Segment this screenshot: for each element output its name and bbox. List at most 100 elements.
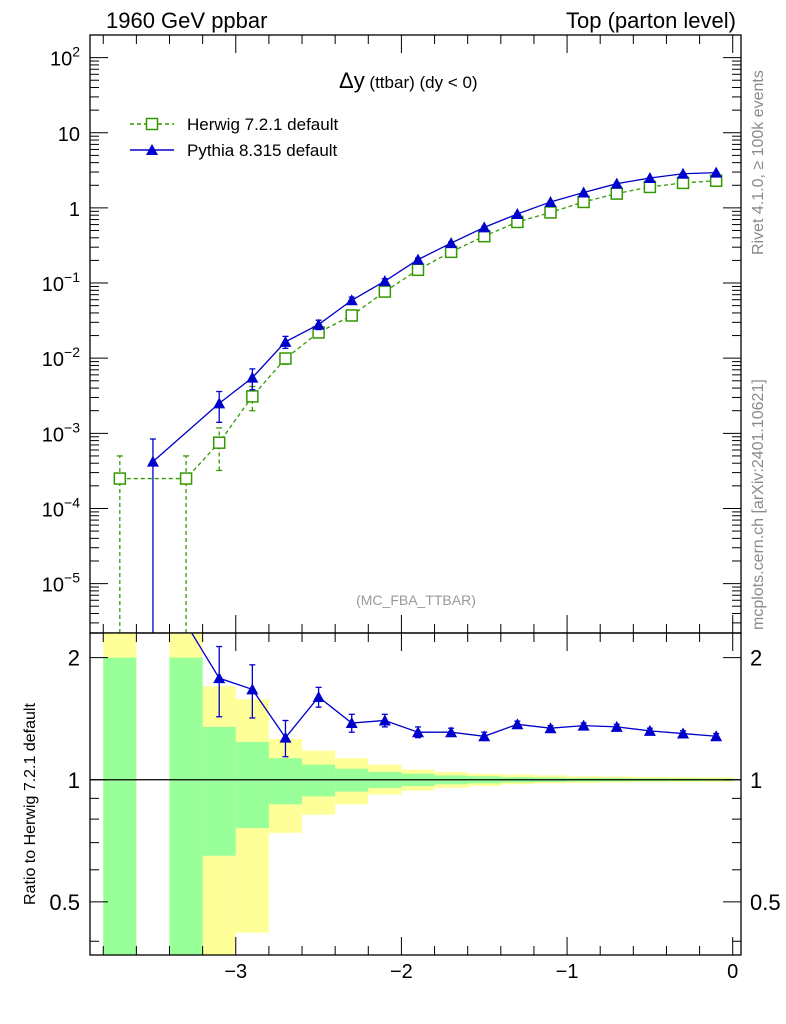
data-point-pythia [312,318,325,330]
data-point-herwig [246,390,259,403]
data-point-pythia [279,335,292,347]
data-point-pythia [378,275,391,287]
data-point-pythia [478,221,491,233]
y-tick-label: 10−4 [42,494,80,521]
ratio-band-green [235,741,269,829]
mcplots-reference-label: mcplots.cern.ch [arXiv:2401.10621] [750,379,767,630]
ratio-tick-label-right: 0.5 [750,890,781,915]
x-tick-label: 0 [727,961,738,983]
y-tick-label: 10−5 [42,570,80,597]
data-point-pythia [146,455,159,467]
data-point-herwig [212,436,226,449]
ratio-axis-ticks [90,633,741,955]
y-tick-label: 10−2 [42,344,80,371]
ratio-band-green [103,657,137,955]
ratio-y-axis-label: Ratio to Herwig 7.2.1 default [22,703,39,905]
ratio-point-pythia [643,724,656,736]
ratio-panel: 2 2 1 1 0.5 0.5 −3 −2 −1 0 Ratio to Herwig 7.2.1… [22,632,781,983]
x-tick-label: −1 [556,961,579,983]
ratio-band-green [202,726,236,856]
y-tick-base: 10 [42,349,64,371]
y-tick-base: 10 [42,274,64,296]
chart-title-symbol: Δy [339,68,365,93]
ratio-point-pythia [378,714,391,726]
y-tick-base: 10 [58,124,80,146]
legend: Herwig 7.2.1 default Pythia 8.315 defaul… [130,115,338,160]
ratio-series [190,633,723,758]
main-series [113,166,723,633]
data-point-pythia [213,397,226,409]
ratio-point-pythia [710,730,723,742]
ratio-tick-label-left: 1 [68,768,80,793]
y-tick-exponent: −4 [64,494,80,510]
series-line-1 [152,171,717,463]
y-tick-label: 10−3 [42,419,80,446]
y-tick-base: 10 [42,499,64,521]
data-point-pythia [577,186,590,198]
y-tick-exponent: −2 [64,344,80,360]
x-tick-label: −3 [224,961,247,983]
header-process-label: Top (parton level) [566,8,736,33]
ratio-point-pythia [279,731,292,743]
data-point-herwig [179,472,193,485]
ratio-tick-label-right: 1 [750,768,762,793]
y-tick-label: 10 [58,124,80,146]
data-point-herwig [378,285,392,298]
x-tick-label: −2 [390,961,413,983]
y-tick-exponent: 2 [72,44,80,60]
ratio-plot-frame [89,632,742,956]
data-point-pythia [511,207,524,219]
chart-title-rest: (ttbar) (dy < 0) [365,73,478,92]
ratio-point-pythia [445,726,458,738]
main-axis-ticks [90,34,741,633]
data-point-herwig [577,195,590,209]
y-tick-label: 1 [69,199,80,221]
header-energy-label: 1960 GeV ppbar [106,8,267,33]
ratio-point-pythia [610,720,623,732]
ratio-point-pythia [478,730,491,742]
data-point-herwig [113,472,127,485]
ratio-tick-label-left: 2 [68,646,80,671]
data-point-pythia [246,371,259,383]
legend-pythia-marker [146,144,158,155]
analysis-label: (MC_FBA_TTBAR) [356,592,476,608]
ratio-point-pythia [345,717,358,729]
y-tick-base: 10 [42,424,64,446]
ratio-series-group [190,633,723,758]
series-line-0 [119,180,717,480]
y-tick-base: 1 [69,199,80,221]
ratio-point-pythia [677,727,690,739]
legend-herwig-marker [145,117,159,131]
y-tick-exponent: −1 [64,269,80,285]
ratio-band-green [169,657,203,955]
data-point-herwig [411,263,425,277]
y-tick-base: 10 [42,575,64,597]
data-point-pythia [643,171,656,183]
data-point-pythia [544,195,557,207]
ratio-point-pythia [577,719,590,731]
y-tick-base: 10 [50,49,72,71]
data-point-pythia [610,177,623,189]
ratio-point-pythia [544,722,557,734]
data-point-herwig [610,187,624,200]
data-point-herwig [345,309,358,322]
data-point-herwig [643,180,657,194]
data-point-pythia [677,167,690,179]
ratio-point-pythia [246,683,259,695]
y-tick-exponent: −5 [64,570,80,586]
legend-pythia-label: Pythia 8.315 default [187,141,338,160]
y-tick-label: 10−1 [42,269,80,296]
data-point-pythia [411,253,424,265]
ratio-y-tick-labels: 2 2 1 1 0.5 0.5 [49,646,780,915]
data-point-pythia [345,294,358,306]
ratio-point-pythia [213,672,226,684]
x-tick-labels: −3 −2 −1 0 [224,961,738,983]
rivet-version-label: Rivet 4.1.0, ≥ 100k events [750,70,767,255]
ratio-point-pythia [312,690,325,702]
data-point-herwig [676,176,690,190]
data-point-herwig [279,352,292,365]
data-point-pythia [710,166,723,178]
